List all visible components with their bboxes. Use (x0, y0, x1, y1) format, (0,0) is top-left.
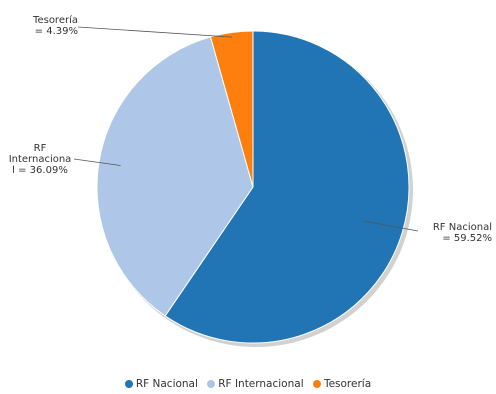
leader-line-tesoreria (77, 26, 233, 38)
legend: RF Nacional RF Internacional Tesorería (0, 378, 496, 390)
legend-item-rf-nacional[interactable]: RF Nacional (124, 378, 198, 390)
data-label-rf-internacional: RF Internaciona l = 36.09% (8, 143, 72, 176)
legend-label-rf-internacional: RF Internacional (218, 378, 304, 390)
legend-swatch-rf-internacional (207, 380, 216, 388)
pie-slice-rf-nacional[interactable] (164, 30, 410, 344)
legend-label-rf-nacional: RF Nacional (135, 378, 198, 390)
legend-item-tesoreria[interactable]: Tesorería (312, 378, 372, 390)
legend-label-tesoreria: Tesorería (323, 378, 372, 390)
legend-swatch-tesoreria (312, 380, 321, 388)
legend-item-rf-internacional[interactable]: RF Internacional (207, 378, 304, 390)
legend-swatch-rf-nacional (124, 380, 133, 388)
leader-line-rf-nacional (363, 220, 419, 232)
pie-slice-rf-internacional[interactable] (96, 36, 254, 317)
data-label-rf-nacional: RF Nacional = 59.52% (432, 222, 492, 244)
pie-slice-tesoreria[interactable] (209, 30, 254, 188)
data-label-tesoreria: Tesorería = 4.39% (33, 15, 78, 37)
leader-line-rf-internacional (73, 158, 121, 166)
